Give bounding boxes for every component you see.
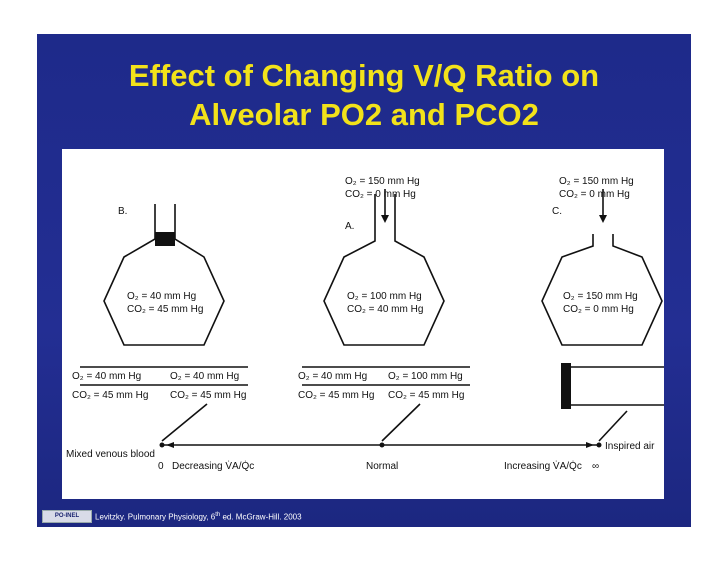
panel-c-alv-co2: CO₂ = 0 mm Hg xyxy=(563,304,634,315)
panel-b-cap-right-o2: O₂ = 40 mm Hg xyxy=(170,371,239,382)
scale-inspired-air: Inspired air xyxy=(605,441,655,452)
citation: Levitzky. Pulmonary Physiology, 6th ed. … xyxy=(95,510,302,523)
panel-a-alv-o2: O₂ = 100 mm Hg xyxy=(347,291,422,302)
panel-a-cap-left-o2: O₂ = 40 mm Hg xyxy=(298,371,367,382)
panel-b-alv-co2: CO₂ = 45 mm Hg xyxy=(127,304,203,315)
capillary-obstruction xyxy=(561,363,571,409)
panel-c-insp-co2: CO₂ = 0 mm Hg xyxy=(559,189,630,200)
citation-main: Levitzky. Pulmonary Physiology, 6 xyxy=(95,512,216,522)
panel-c-alv-o2: O₂ = 150 mm Hg xyxy=(563,291,638,302)
caption-shunt: Shunt xyxy=(136,482,173,497)
diagram-panel: B. O₂ = 40 mm Hg CO₂ = 45 mm Hg O₂ = 40 … xyxy=(62,149,664,499)
panel-a-cap-left-co2: CO₂ = 45 mm Hg xyxy=(298,390,374,401)
scale-point-deadspace xyxy=(596,442,602,448)
panel-b-alv-o2: O₂ = 40 mm Hg xyxy=(127,291,196,302)
panel-b-cap-left-co2: CO₂ = 45 mm Hg xyxy=(72,390,148,401)
panel-a-letter: A. xyxy=(345,221,354,232)
panel-a-cap-right-o2: O₂ = 100 mm Hg xyxy=(388,371,463,382)
panel-a-alv-co2: CO₂ = 40 mm Hg xyxy=(347,304,423,315)
title-line-1: Effect of Changing V/Q Ratio on xyxy=(128,58,600,93)
scale-normal: Normal xyxy=(366,461,398,472)
panel-b-letter: B. xyxy=(118,206,127,217)
logo-badge: PO-INEL xyxy=(42,510,92,523)
vq-diagram: B. O₂ = 40 mm Hg CO₂ = 45 mm Hg O₂ = 40 … xyxy=(66,176,664,472)
alveolus-c-outline xyxy=(541,234,663,346)
scale-point-normal xyxy=(379,442,385,448)
scale-decreasing: Decreasing V̇A/Q̇c xyxy=(172,459,254,472)
panel-a-insp-co2: CO₂ = 0 mm Hg xyxy=(345,189,416,200)
citation-sup: th xyxy=(215,512,221,518)
panel-b-cap-left-o2: O₂ = 40 mm Hg xyxy=(72,371,141,382)
slide-title: Effect of Changing V/Q Ratio on Alveolar… xyxy=(37,56,691,134)
panel-b-cap-right-co2: CO₂ = 45 mm Hg xyxy=(170,390,246,401)
panel-c-insp-o2: O₂ = 150 mm Hg xyxy=(559,176,634,187)
caption-dead-space: Dead Space xyxy=(572,482,646,497)
scale-zero: 0 xyxy=(158,461,164,472)
panel-c-letter: C. xyxy=(552,206,562,217)
title-line-2: Alveolar PO2 and PCO2 xyxy=(189,97,539,132)
scale-mixed-venous: Mixed venous blood xyxy=(66,449,155,460)
alveolus-a-outline xyxy=(323,194,445,346)
scale-point-shunt xyxy=(159,442,165,448)
citation-tail: ed. McGraw-Hill. 2003 xyxy=(220,512,302,522)
panel-a-cap-right-co2: CO₂ = 45 mm Hg xyxy=(388,390,464,401)
scale-increasing: Increasing V̇A/Q̇c xyxy=(504,459,582,472)
scale-infinity: ∞ xyxy=(592,461,599,472)
slide: Effect of Changing V/Q Ratio on Alveolar… xyxy=(37,34,691,527)
alveolus-b-outline xyxy=(103,204,225,346)
airway-obstruction xyxy=(155,232,175,246)
panel-a-insp-o2: O₂ = 150 mm Hg xyxy=(345,176,420,187)
